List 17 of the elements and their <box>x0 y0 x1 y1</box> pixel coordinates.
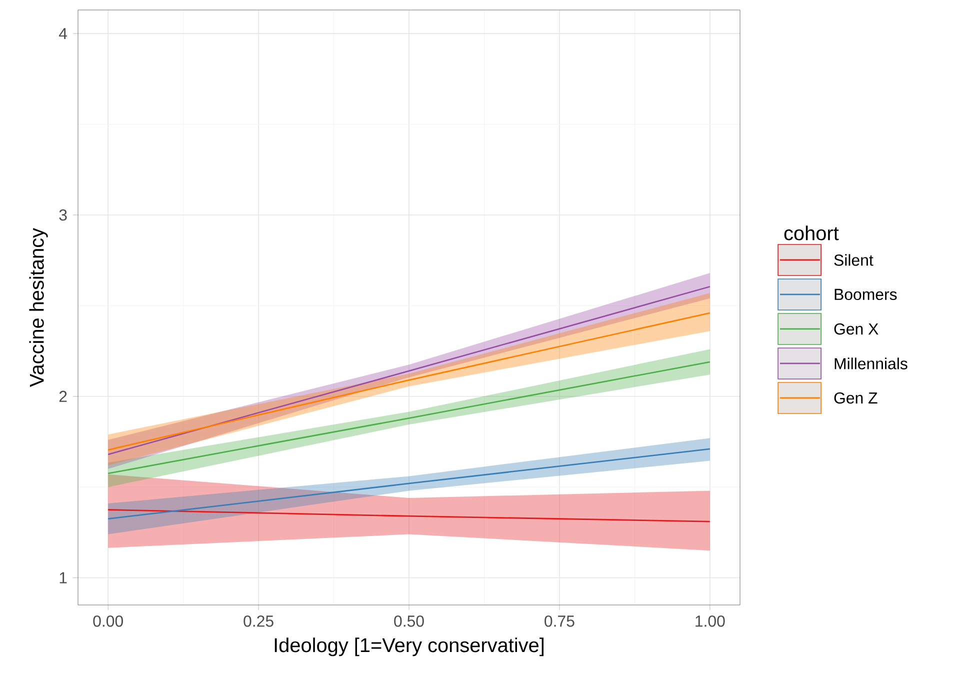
legend-label: Millennials <box>834 358 908 370</box>
y-tick-label: 4 <box>58 28 68 40</box>
legend-title: cohort <box>784 226 839 240</box>
y-tick-label: 2 <box>59 390 67 402</box>
legend-label: Silent <box>834 254 874 266</box>
legend-label: Gen X <box>834 323 878 335</box>
y-tick-label: 1 <box>60 572 67 584</box>
x-tick-label: 0.50 <box>394 616 424 627</box>
y-tick-label: 3 <box>59 209 67 221</box>
x-tick-label: 0.25 <box>244 616 274 627</box>
x-tick-label: 0.75 <box>544 616 574 627</box>
x-tick-label: 1.00 <box>696 616 725 627</box>
y-axis-title: Vaccine hesitancy <box>29 228 48 387</box>
x-axis-title: Ideology [1=Very conservative] <box>274 638 544 656</box>
legend-label: Gen Z <box>834 392 878 404</box>
legend-label: Boomers <box>834 288 897 300</box>
x-tick-label: 0.00 <box>93 616 123 627</box>
